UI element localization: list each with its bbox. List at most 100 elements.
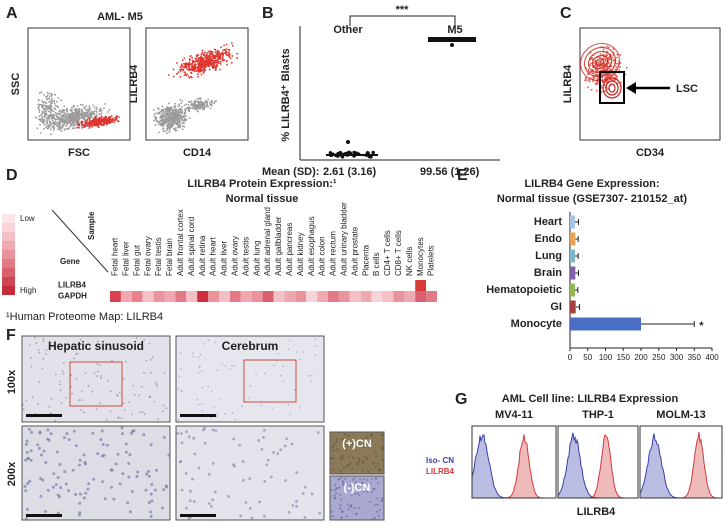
event-dot [212,51,214,53]
event-dot [183,122,185,124]
event-dot [200,100,202,102]
nucleus [50,398,52,400]
event-dot [57,97,59,99]
nucleus [38,349,40,351]
event-dot [74,110,76,112]
nucleus [382,459,384,461]
nucleus [193,453,196,456]
nucleus [79,493,82,496]
event-dot [206,53,208,55]
event-dot [175,108,177,110]
event-dot [47,92,49,94]
panel-letter: C [560,5,572,22]
event-dot [63,105,65,107]
micrograph [176,426,324,520]
nucleus [119,482,122,485]
nucleus [32,396,34,398]
nucleus [38,447,41,450]
event-dot [52,120,54,122]
nucleus [43,338,45,340]
nucleus [217,370,219,372]
nucleus [339,504,341,506]
panel-title: LILRB4 Protein Expression:¹ [187,178,336,190]
event-dot [605,77,607,79]
nucleus [343,467,345,469]
event-dot [38,108,40,110]
event-dot [593,62,595,64]
event-dot [155,113,157,115]
nucleus [107,380,109,382]
nucleus [152,357,154,359]
nucleus [23,408,25,410]
bar [570,284,575,297]
event-dot [101,125,103,127]
nucleus [334,484,336,486]
heatmap-cell [393,280,404,291]
event-dot [188,76,190,78]
event-dot [195,60,197,62]
nucleus [180,460,183,463]
event-dot [78,111,80,113]
column-label: Adult rectum [329,231,338,276]
nucleus [318,512,321,515]
nucleus [215,341,217,343]
nucleus [150,359,152,361]
nucleus [106,444,109,447]
event-dot [57,106,59,108]
event-dot [71,113,73,115]
event-dot [66,128,68,130]
nucleus [59,486,62,489]
nucleus [30,366,32,368]
axis-label: SSC [10,73,22,96]
event-dot [45,111,47,113]
event-dot [60,122,62,124]
event-dot [116,117,118,119]
nucleus [193,500,196,503]
nucleus [208,502,211,505]
event-dot [604,58,606,60]
event-dot [198,108,200,110]
event-dot [82,104,84,106]
event-dot [58,126,60,128]
event-dot [188,109,190,111]
event-dot [107,111,109,113]
event-dot [69,110,71,112]
event-dot [65,119,67,121]
heatmap-cell [197,280,208,291]
nucleus [263,429,266,432]
event-dot [54,103,56,105]
axis-label: % LILRB4⁺ Blasts [280,48,292,141]
nucleus [249,507,252,510]
nucleus [29,345,31,347]
event-dot [64,128,66,130]
event-dot [47,98,49,100]
event-dot [92,125,94,127]
error-bar [576,304,580,310]
event-dot [203,104,205,106]
event-dot [80,104,82,106]
event-dot [207,62,209,64]
category-label: Brain [534,267,562,279]
event-dot [606,46,608,48]
nucleus [96,408,98,410]
nucleus [162,488,165,491]
nucleus [224,413,226,415]
category-label: GI [550,301,562,313]
nucleus [280,375,282,377]
heatmap-cell [175,291,186,302]
column-label: Adult colon [318,236,327,276]
event-dot [40,120,42,122]
column-label: Fetal gut [132,244,141,276]
event-dot [163,127,165,129]
nucleus [366,458,368,460]
event-dot [180,125,182,127]
event-dot [83,114,85,116]
event-dot [90,121,92,123]
nucleus [181,391,183,393]
error-bar [641,321,694,327]
nucleus [315,338,317,340]
nucleus [74,493,77,496]
nucleus [347,504,349,506]
nucleus [165,486,168,489]
scale-bar [26,514,62,517]
